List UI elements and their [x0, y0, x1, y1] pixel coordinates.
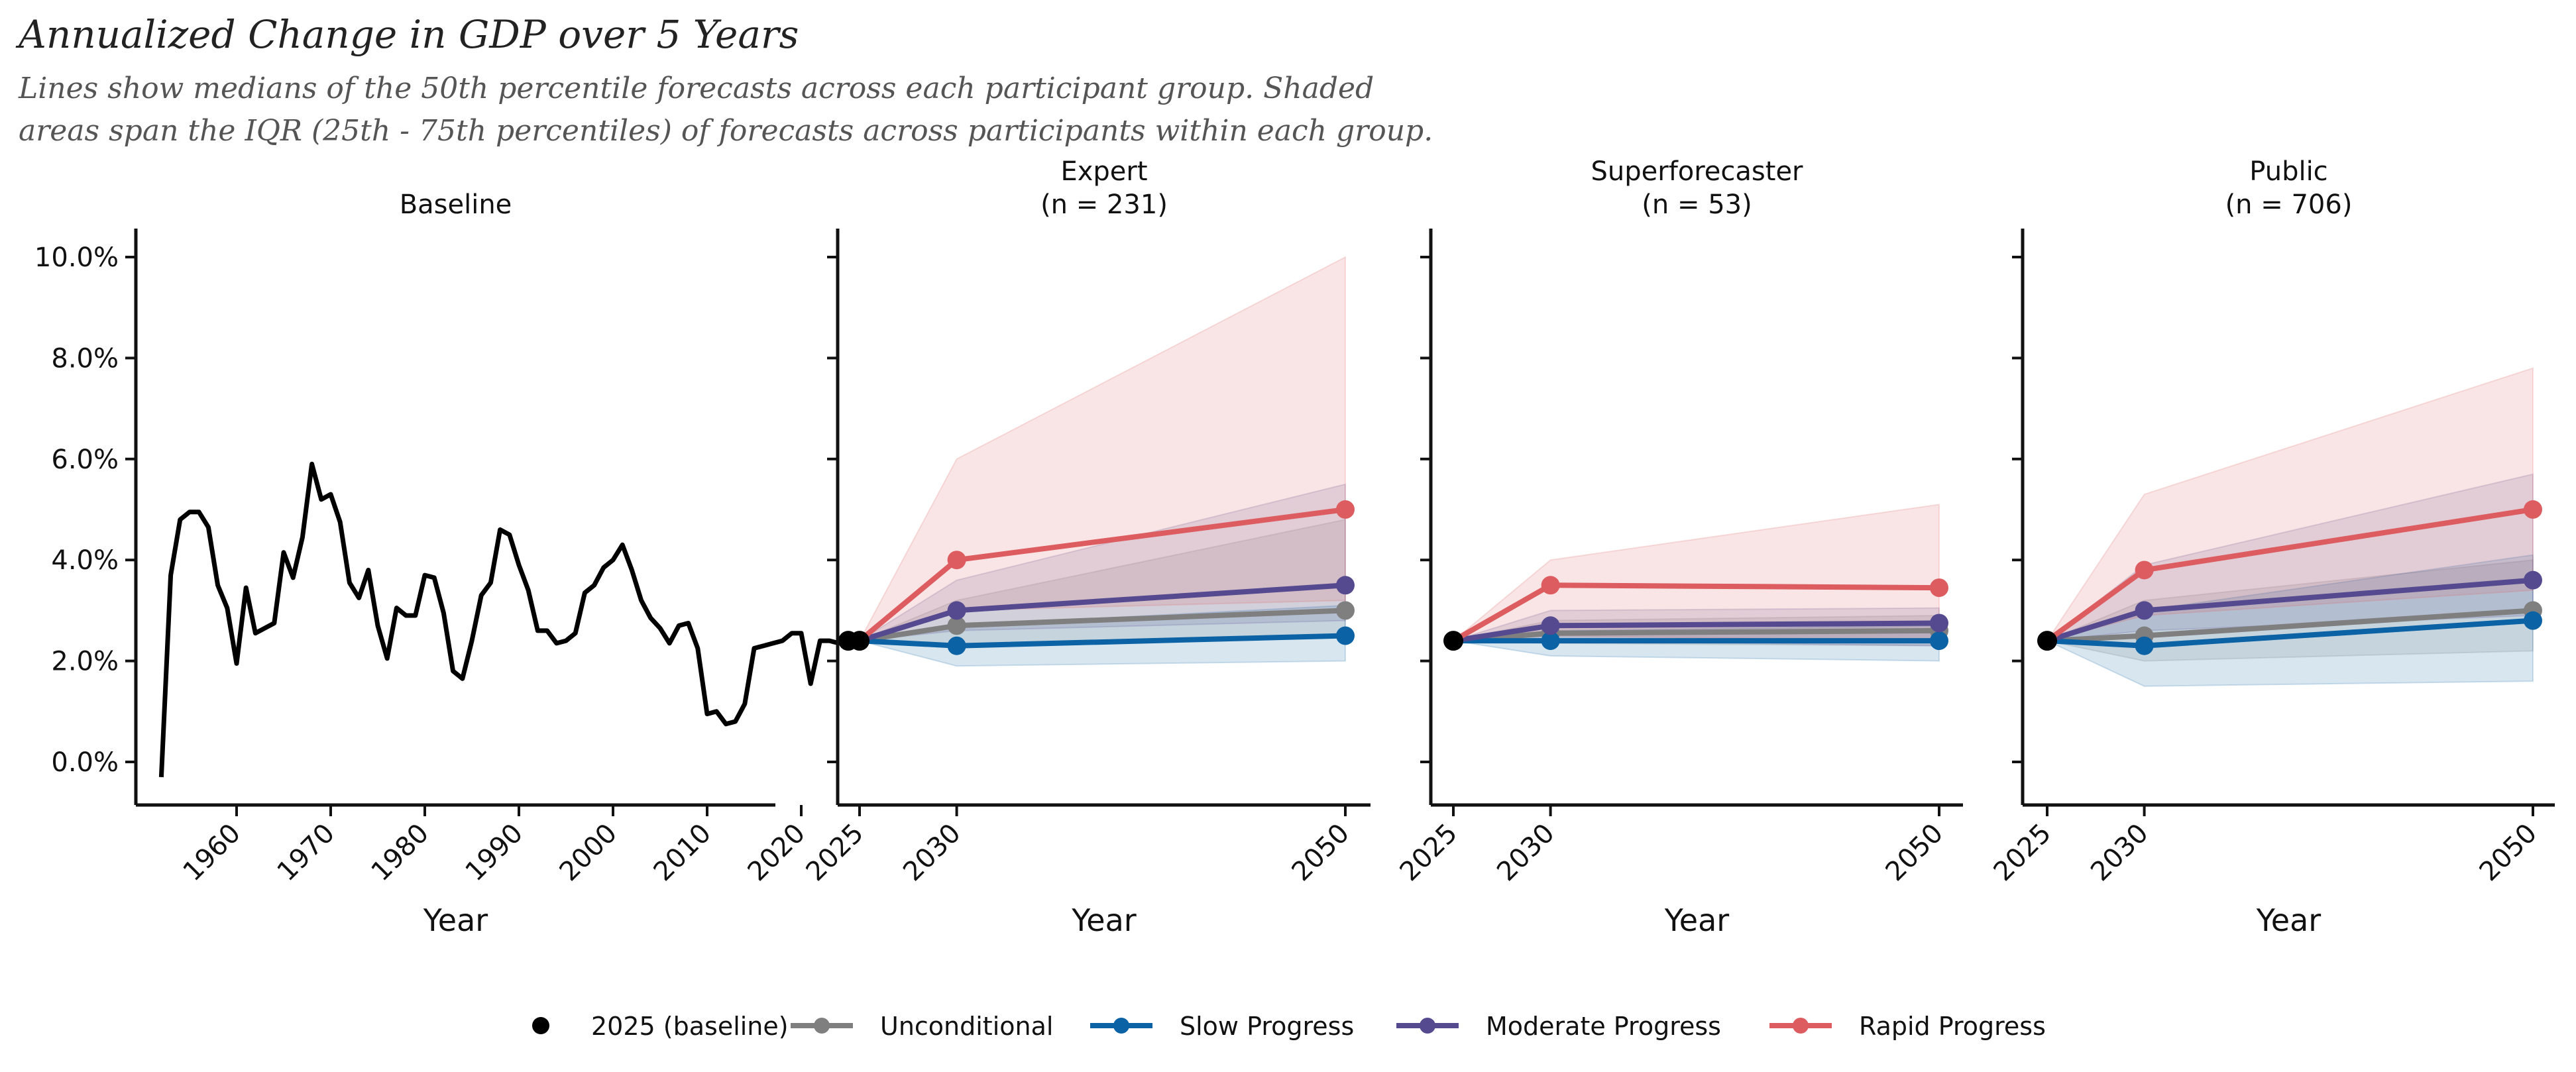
iqr-band-rapid-progress: [1451, 504, 1940, 642]
data-point-rapid-progress: [1541, 576, 1560, 595]
panel-title: Expert: [1060, 156, 1147, 187]
data-point-slow-progress: [1336, 626, 1355, 645]
y-tick-label: 10.0%: [34, 242, 119, 273]
data-point-moderate-progress: [947, 601, 966, 620]
x-tick-label: 2050: [1880, 818, 1950, 888]
legend-label-rapid-progress: Rapid Progress: [1859, 1012, 2046, 1041]
legend: 2025 (baseline) Unconditional Slow Progres…: [532, 1012, 2046, 1041]
legend-marker-slow-progress: [1113, 1018, 1129, 1034]
x-tick-label: 2020: [742, 818, 812, 888]
data-point-moderate-progress: [1541, 616, 1560, 635]
legend-marker-moderate-progress: [1420, 1018, 1435, 1034]
legend-marker-rapid-progress: [1793, 1018, 1809, 1034]
data-point-moderate-progress: [2135, 601, 2154, 620]
x-tick-label: 2025: [1988, 818, 2058, 888]
iqr-band-moderate-progress: [2044, 473, 2534, 642]
baseline-2025-point: [850, 631, 869, 651]
legend-label-moderate-progress: Moderate Progress: [1486, 1012, 1721, 1041]
panel-public: 2025 2030 2050 Year Public(n = 706): [1988, 156, 2555, 938]
iqr-band-rapid-progress: [2045, 367, 2534, 642]
x-tick-label: 1990: [460, 818, 530, 888]
data-point-slow-progress: [2524, 611, 2542, 630]
x-tick-label: 2000: [554, 818, 624, 888]
data-point-unconditional: [1336, 601, 1355, 620]
x-tick-label: 1960: [178, 818, 247, 888]
x-tick-label: 2050: [2474, 818, 2544, 888]
data-point-rapid-progress: [1336, 500, 1355, 519]
legend-label-unconditional: Unconditional: [880, 1012, 1053, 1041]
baseline-gdp-line: [158, 461, 840, 778]
data-point-moderate-progress: [2524, 570, 2542, 590]
data-point-rapid-progress: [2135, 561, 2154, 580]
x-tick-label: 1980: [366, 818, 435, 888]
data-point-moderate-progress: [1336, 576, 1355, 595]
data-point-slow-progress: [1541, 631, 1560, 651]
legend-label-baseline: 2025 (baseline): [591, 1012, 789, 1041]
x-tick-label: 2025: [1394, 818, 1464, 888]
panel-title: Superforecaster: [1591, 156, 1804, 187]
x-tick-label: 2010: [648, 818, 718, 888]
panel-title: Baseline: [400, 189, 512, 220]
x-tick-label: 2030: [897, 818, 967, 888]
panel-expert: 2025 2030 2050 Year Expert(n = 231): [801, 156, 1371, 938]
x-axis-title: Year: [423, 902, 488, 938]
panel-n-label: (n = 706): [2225, 189, 2353, 220]
chart-title: Annualized Change in GDP over 5 Years: [19, 12, 799, 57]
baseline-2025-point: [2037, 631, 2057, 651]
x-axis-title: Year: [2256, 902, 2321, 938]
panel-baseline: 0.0% 2.0% 4.0% 6.0% 8.0% 10.0% 1960 1970 1980 199…: [34, 189, 858, 938]
x-axis-title: Year: [1664, 902, 1729, 938]
data-point-moderate-progress: [1930, 614, 1948, 633]
legend-marker-baseline: [532, 1017, 549, 1034]
x-tick-label: 2030: [1491, 818, 1561, 888]
y-tick-label: 6.0%: [51, 445, 119, 475]
legend-label-slow-progress: Slow Progress: [1180, 1012, 1354, 1041]
y-tick-label: 4.0%: [51, 545, 119, 576]
x-tick-label: 2030: [2085, 818, 2155, 888]
panel-title: Public: [2249, 156, 2327, 187]
data-point-rapid-progress: [2524, 500, 2542, 519]
data-point-slow-progress: [1930, 631, 1948, 651]
y-tick-label: 8.0%: [51, 343, 119, 374]
y-tick-label: 0.0%: [51, 747, 119, 778]
data-point-slow-progress: [2135, 636, 2154, 655]
y-tick-label: 2.0%: [51, 647, 119, 677]
data-point-rapid-progress: [947, 551, 966, 570]
x-axis-title: Year: [1071, 902, 1136, 938]
x-tick-label: 2050: [1286, 818, 1356, 888]
data-point-rapid-progress: [1930, 578, 1948, 598]
panel-n-label: (n = 53): [1642, 189, 1752, 220]
baseline-2025-point: [1443, 631, 1463, 651]
legend-marker-unconditional: [814, 1018, 830, 1034]
data-point-unconditional: [947, 616, 966, 635]
data-point-slow-progress: [947, 636, 966, 655]
x-tick-label: 1970: [272, 818, 341, 888]
x-tick-label: 2025: [801, 818, 870, 888]
panel-n-label: (n = 231): [1040, 189, 1168, 220]
panel-superforecaster: 2025 2030 2050 Year Superforecaster(n = 53): [1394, 156, 1963, 938]
chart-subtitle: Lines show medians of the 50th percentil…: [19, 72, 1433, 148]
